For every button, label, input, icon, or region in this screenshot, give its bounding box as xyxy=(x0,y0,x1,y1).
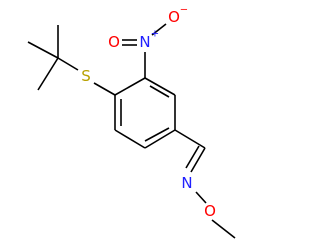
bond xyxy=(114,77,146,96)
bond xyxy=(151,23,167,36)
bond xyxy=(211,219,236,239)
bonds xyxy=(27,23,236,239)
bond xyxy=(57,57,79,71)
bond xyxy=(37,57,59,91)
atom-label: N xyxy=(139,33,150,51)
bond xyxy=(27,41,59,59)
bond xyxy=(149,85,170,98)
bond xyxy=(185,145,200,169)
charge: − xyxy=(180,5,188,16)
structure: S N + O − O N O xyxy=(27,5,236,239)
atom-label: N xyxy=(181,174,192,192)
bond xyxy=(190,147,206,173)
bond xyxy=(144,129,176,149)
bond xyxy=(144,127,170,142)
charge: + xyxy=(151,29,159,40)
atom-label: O xyxy=(204,202,216,220)
bond xyxy=(195,191,207,204)
atom-label: O xyxy=(108,33,120,51)
bond xyxy=(114,129,146,149)
atom-label: O xyxy=(168,8,180,26)
bond xyxy=(144,77,176,96)
bond xyxy=(174,129,206,149)
atom-label: S xyxy=(81,67,91,85)
bond xyxy=(93,82,116,96)
